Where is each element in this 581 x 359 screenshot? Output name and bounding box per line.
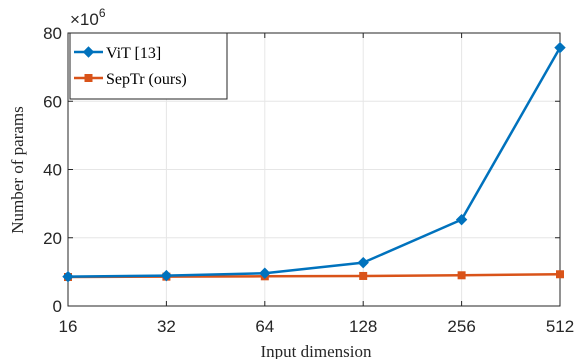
legend-box	[69, 32, 228, 100]
x-tick-label: 16	[59, 317, 78, 336]
series-vit	[62, 41, 566, 283]
series-layer	[62, 41, 566, 283]
x-axis-label: Input dimension	[261, 342, 372, 359]
x-tick-label: 128	[349, 317, 377, 336]
legend-label: SepTr (ours)	[106, 71, 187, 88]
x-tick-label: 512	[546, 317, 574, 336]
x-tick-label: 256	[447, 317, 475, 336]
data-point	[357, 256, 369, 269]
y-tick-label: 0	[53, 297, 62, 316]
legend-item: SepTr (ours)	[74, 71, 187, 88]
y-tick-label: 20	[43, 229, 62, 248]
legend: ViT [13] SepTr (ours)	[69, 32, 228, 100]
x-tick-label: 32	[157, 317, 176, 336]
data-point	[160, 269, 173, 282]
ticks: 16 32 64 128 256 512 0 20 40 60 80	[43, 24, 574, 336]
legend-label: ViT [13]	[106, 45, 161, 62]
y-multiplier: ×106	[70, 6, 106, 29]
data-point	[457, 271, 466, 280]
y-tick-label: 40	[43, 161, 62, 180]
y-tick-label: 80	[43, 24, 62, 43]
data-point	[259, 267, 271, 279]
data-point	[62, 270, 74, 283]
data-point	[359, 271, 368, 280]
y-axis-label: Number of params	[8, 106, 27, 233]
legend-swatch-marker	[84, 74, 93, 82]
data-point	[556, 270, 564, 279]
y-tick-label: 60	[43, 92, 62, 111]
legend-item: ViT [13]	[74, 45, 161, 62]
x-tick-label: 64	[255, 317, 274, 336]
legend-items: ViT [13] SepTr (ours)	[74, 45, 187, 88]
data-point	[554, 41, 566, 54]
data-point	[455, 213, 468, 226]
series-line	[67, 47, 562, 278]
legend-swatch-marker	[82, 46, 95, 58]
